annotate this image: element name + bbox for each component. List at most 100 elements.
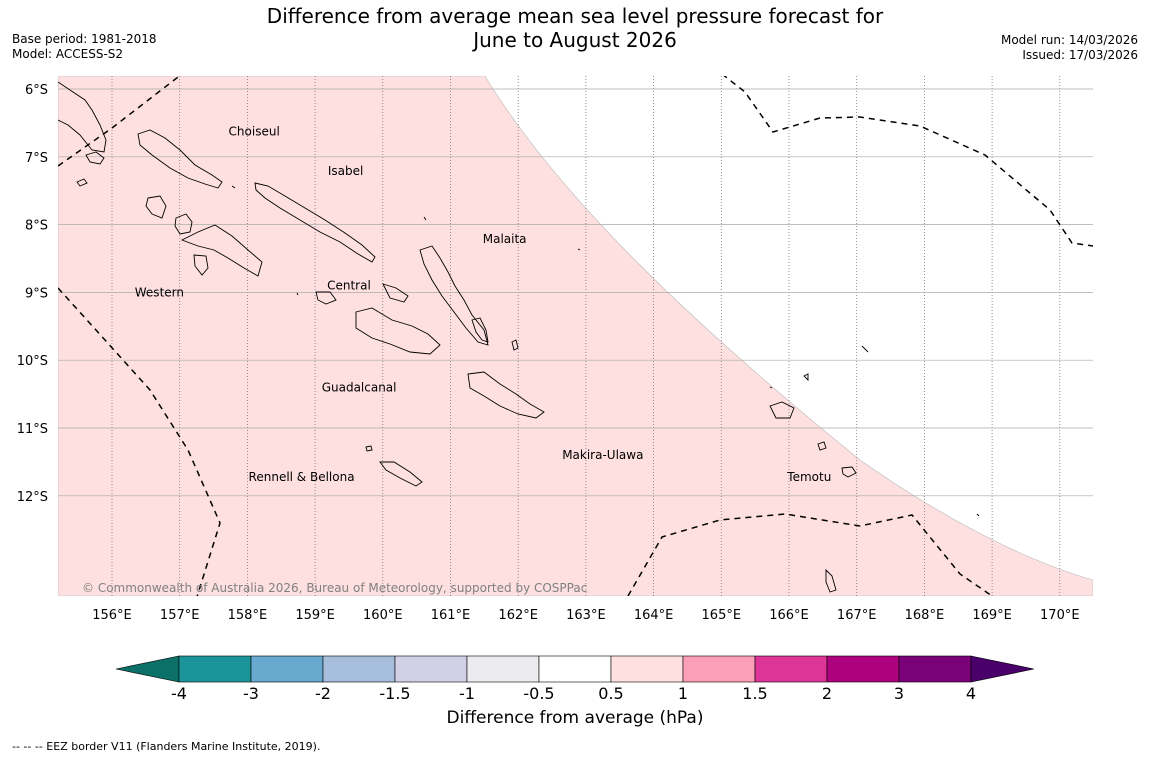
island-bellona <box>365 445 373 452</box>
meta-right: Model run: 14/03/2026 Issued: 17/03/2026 <box>1001 33 1138 63</box>
colorbar-tick-label: 1.5 <box>742 684 767 703</box>
title-line-2: June to August 2026 <box>473 28 677 52</box>
eez-border-vanuatu <box>58 287 221 596</box>
island-anuta <box>976 513 980 517</box>
island-duff <box>803 373 809 382</box>
lat-label: 10°S <box>17 354 48 369</box>
lat-label: 8°S <box>25 219 48 234</box>
colorbar-tick-label: 1 <box>678 684 688 703</box>
base-period-text: Base period: 1981-2018 <box>12 32 157 46</box>
eez-border-south <box>627 513 994 596</box>
lon-label: 165°E <box>702 608 742 623</box>
island-torres <box>825 568 837 593</box>
region-label: Malaita <box>483 232 527 246</box>
model-text: Model: ACCESS-S2 <box>12 47 124 61</box>
colorbar-swatch <box>610 655 684 683</box>
island-vella <box>145 195 167 219</box>
colorbar-tick-label: 0.5 <box>598 684 623 703</box>
issued-text: Issued: 17/03/2026 <box>1022 48 1138 62</box>
island-vanikoro <box>841 466 857 478</box>
colorbar-title: Difference from average (hPa) <box>446 708 704 728</box>
colorbar-tick-label: 2 <box>822 684 832 703</box>
anomaly-fill-area <box>58 76 1093 596</box>
region-label: Guadalcanal <box>322 380 397 394</box>
colorbar-swatches <box>115 655 1035 683</box>
lon-label: 160°E <box>363 608 403 623</box>
lon-label: 164°E <box>634 608 674 623</box>
colorbar-swatch <box>250 655 324 683</box>
lon-label: 157°E <box>160 608 200 623</box>
colorbar-ticks: -4 -3 -2 -1.5 -1 -0.5 0.5 1 1.5 2 3 4 <box>171 684 976 703</box>
chart-title: Difference from average mean sea level p… <box>0 4 1150 52</box>
gridlines <box>58 76 1093 596</box>
colorbar-swatch <box>178 655 252 683</box>
lon-label: 170°E <box>1040 608 1080 623</box>
island-russell <box>382 283 409 303</box>
eez-footnote: -- -- -- EEZ border V11 (Flanders Marine… <box>12 740 321 753</box>
island-small-bv <box>76 178 88 187</box>
colorbar-tick-label: -4 <box>171 684 187 703</box>
colorbar-swatch <box>394 655 468 683</box>
island-rendova <box>193 254 209 276</box>
island-malaita <box>419 245 489 346</box>
region-label: Rennell & Bellona <box>249 470 355 484</box>
region-label: Choiseul <box>229 125 280 139</box>
lon-label: 163°E <box>566 608 606 623</box>
colorbar-swatch <box>754 655 828 683</box>
lat-label: 11°S <box>17 422 48 437</box>
island-reef <box>817 441 827 451</box>
colorbar-tick-label: -2 <box>315 684 331 703</box>
colorbar-tick-label: -1 <box>459 684 475 703</box>
region-label: Central <box>327 279 371 293</box>
colorbar-tick-label: -0.5 <box>523 684 554 703</box>
lon-label: 162°E <box>498 608 538 623</box>
island-tiny-3 <box>296 292 299 296</box>
region-label: Western <box>135 285 184 299</box>
colorbar-swatch <box>898 655 972 683</box>
colorbar-swatch <box>826 655 900 683</box>
island-isabel <box>254 182 376 263</box>
colorbar-swatch <box>538 655 612 683</box>
colorbar-extend-low <box>115 655 180 683</box>
lat-label: 9°S <box>25 286 48 301</box>
map: Choiseul Isabel Malaita Central Western Guada… <box>17 76 1093 623</box>
eez-borders <box>58 76 1093 596</box>
lon-label: 168°E <box>905 608 945 623</box>
lon-label: 156°E <box>92 608 132 623</box>
island-ulawa <box>511 339 519 351</box>
island-makira <box>467 371 545 419</box>
meta-left: Base period: 1981-2018 Model: ACCESS-S2 <box>12 32 157 62</box>
island-tiny-1 <box>423 216 427 221</box>
island-choiseul <box>137 129 223 189</box>
islands <box>58 81 980 593</box>
island-florida <box>315 291 337 305</box>
colorbar-tick-label: -1.5 <box>379 684 410 703</box>
lon-label: 159°E <box>295 608 335 623</box>
island-tikopia <box>861 345 869 353</box>
lon-label: 161°E <box>431 608 471 623</box>
island-bougainville-south <box>85 151 105 165</box>
colorbar-tick-label: 3 <box>894 684 904 703</box>
lon-label: 169°E <box>972 608 1012 623</box>
latitude-labels: 6°S 7°S 8°S 9°S 10°S 11°S 12°S <box>17 83 48 505</box>
model-run-text: Model run: 14/03/2026 <box>1000 33 1138 47</box>
island-rennell <box>379 461 423 487</box>
island-guadalcanal <box>355 307 441 355</box>
title-line-1: Difference from average mean sea level p… <box>266 4 884 28</box>
region-label: Makira-Ulawa <box>562 448 643 462</box>
region-label: Temotu <box>786 470 831 484</box>
island-new-georgia <box>180 224 263 277</box>
copyright-text: © Commonwealth of Australia 2026, Bureau… <box>82 581 587 595</box>
colorbar-tick-label: -3 <box>243 684 259 703</box>
eez-border-png <box>58 76 181 167</box>
longitude-labels: 156°E 157°E 158°E 159°E 160°E 161°E 162°E 163°E… <box>92 608 1079 623</box>
lon-label: 166°E <box>769 608 809 623</box>
island-tiny-5 <box>769 386 773 389</box>
lat-label: 12°S <box>17 490 48 505</box>
colorbar-tick-label: 4 <box>966 684 976 703</box>
island-malaita-small <box>471 317 489 343</box>
island-bougainville <box>58 81 107 153</box>
lon-label: 158°E <box>228 608 268 623</box>
region-label: Isabel <box>328 164 363 178</box>
